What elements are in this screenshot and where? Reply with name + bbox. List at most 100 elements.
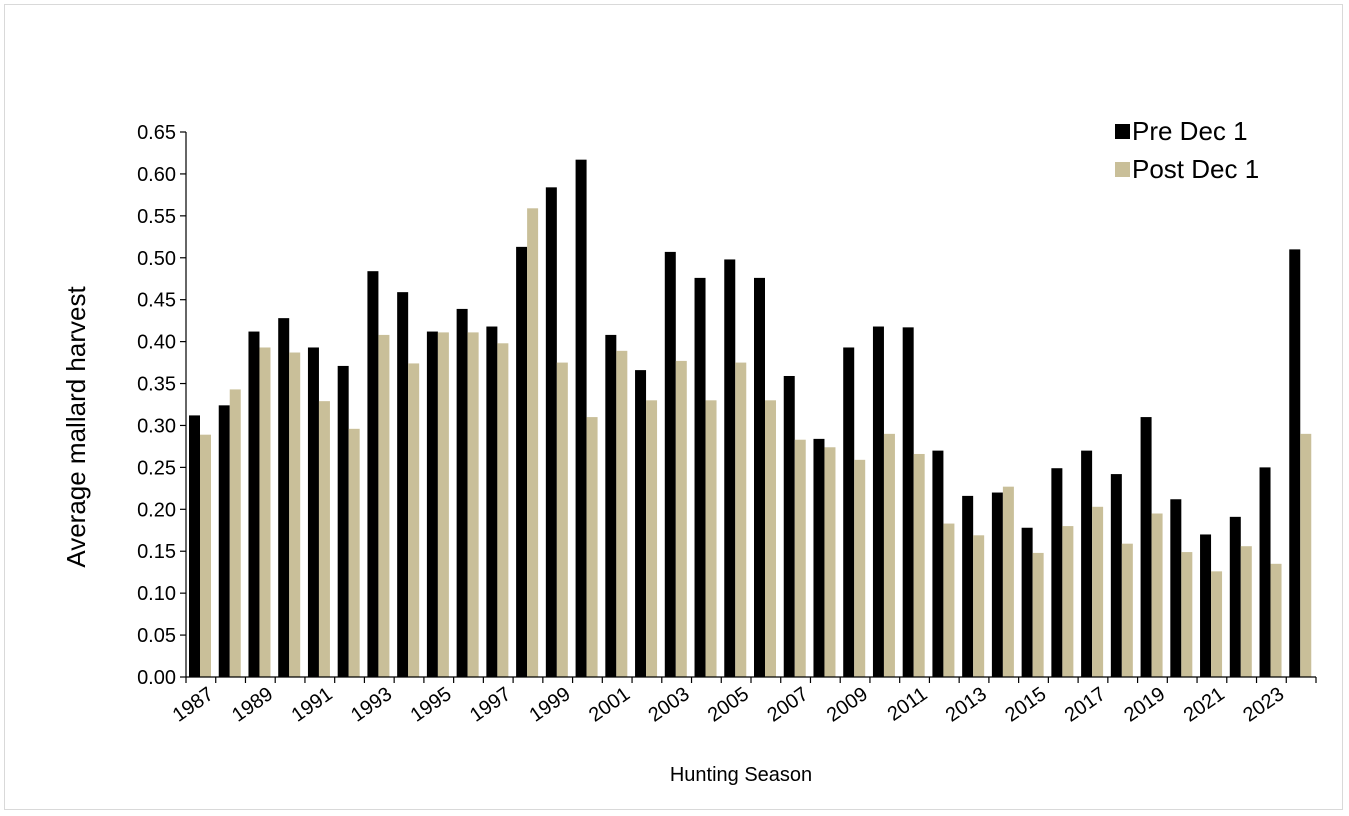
x-tick-label: 2013 bbox=[942, 683, 991, 727]
bar-pre-dec-1-2002 bbox=[635, 370, 647, 677]
bar-pre-dec-1-2004 bbox=[694, 277, 706, 677]
x-tick-label: 2011 bbox=[884, 683, 932, 726]
bar-post-dec-1-2005 bbox=[735, 362, 747, 677]
bar-pre-dec-1-2005 bbox=[724, 259, 736, 677]
x-ticks-group: 1987 1989 1991 1993 1995 1997 1999 2001 2003 2005… bbox=[169, 677, 1317, 727]
bar-pre-dec-1-2000 bbox=[575, 159, 587, 678]
bar-post-dec-1-2018 bbox=[1121, 543, 1133, 677]
bar-chart: 0.00 0.05 0.10 0.15 0.20 0.25 0.30 0.35 0.40 0.45… bbox=[61, 116, 1317, 786]
bar-pre-dec-1-2003 bbox=[664, 251, 676, 677]
bar-post-dec-1-2014 bbox=[1002, 486, 1014, 677]
bar-pre-dec-1-1987 bbox=[189, 415, 200, 677]
legend: Pre Dec 1 Post Dec 1 bbox=[1115, 116, 1259, 184]
bar-pre-dec-1-1990 bbox=[278, 318, 290, 677]
bar-post-dec-1-1997 bbox=[497, 343, 509, 677]
legend-label: Post Dec 1 bbox=[1132, 154, 1259, 184]
bar-pre-dec-1-1991 bbox=[307, 347, 319, 677]
y-tick-label: 0.00 bbox=[137, 667, 176, 689]
x-axis-title: Hunting Season bbox=[670, 764, 812, 786]
bar-pre-dec-1-2018 bbox=[1110, 474, 1122, 677]
bar-post-dec-1-2002 bbox=[646, 400, 658, 677]
bar-pre-dec-1-1988 bbox=[218, 405, 230, 677]
bar-post-dec-1-2022 bbox=[1240, 546, 1252, 677]
x-tick-label: 2009 bbox=[823, 683, 872, 727]
bar-pre-dec-1-1993 bbox=[367, 271, 379, 677]
bar-post-dec-1-2017 bbox=[1092, 506, 1104, 677]
x-tick-label: 2003 bbox=[644, 683, 693, 727]
bar-post-dec-1-2004 bbox=[705, 400, 717, 677]
x-tick-label: 1997 bbox=[466, 683, 515, 727]
bar-pre-dec-1-2016 bbox=[1051, 468, 1063, 677]
bar-pre-dec-1-2007 bbox=[783, 375, 795, 677]
bar-pre-dec-1-1995 bbox=[426, 331, 438, 677]
y-tick-label: 0.25 bbox=[137, 457, 176, 479]
y-tick-label: 0.50 bbox=[137, 248, 176, 270]
bar-pre-dec-1-2001 bbox=[605, 334, 617, 677]
y-ticks-group: 0.00 0.05 0.10 0.15 0.20 0.25 0.30 0.35 0.40 0.45… bbox=[137, 122, 186, 689]
bar-pre-dec-1-2021 bbox=[1200, 534, 1212, 677]
x-tick-label: 2005 bbox=[704, 683, 753, 727]
y-tick-label: 0.05 bbox=[137, 625, 176, 647]
bar-post-dec-1-1989 bbox=[259, 347, 271, 677]
bar-pre-dec-1-2014 bbox=[991, 492, 1003, 677]
bar-pre-dec-1-1989 bbox=[248, 331, 260, 677]
y-tick-label: 0.10 bbox=[137, 583, 176, 605]
x-tick-label: 2023 bbox=[1239, 683, 1288, 727]
bar-post-dec-1-2006 bbox=[765, 400, 776, 677]
y-tick-label: 0.65 bbox=[137, 122, 176, 144]
bar-pre-dec-1-2022 bbox=[1229, 516, 1241, 677]
bar-post-dec-1-2020 bbox=[1181, 552, 1193, 677]
y-axis-title: Average mallard harvest bbox=[61, 286, 91, 568]
bar-post-dec-1-2021 bbox=[1211, 571, 1223, 677]
bar-post-dec-1-1995 bbox=[437, 332, 449, 677]
y-tick-label: 0.15 bbox=[137, 541, 176, 563]
bar-pre-dec-1-1996 bbox=[456, 308, 468, 677]
bar-post-dec-1-2015 bbox=[1032, 552, 1044, 677]
bar-post-dec-1-2009 bbox=[854, 459, 866, 677]
x-tick-label: 1995 bbox=[407, 683, 456, 727]
bar-post-dec-1-2013 bbox=[973, 535, 985, 677]
x-tick-label: 2007 bbox=[763, 683, 812, 727]
x-tick-label: 2019 bbox=[1120, 683, 1169, 727]
bar-pre-dec-1-2009 bbox=[843, 347, 855, 677]
x-tick-label: 1987 bbox=[169, 683, 218, 727]
bar-pre-dec-1-2017 bbox=[1081, 450, 1093, 677]
x-tick-label: 1999 bbox=[525, 683, 574, 727]
bar-post-dec-1-2016 bbox=[1062, 526, 1074, 677]
bar-post-dec-1-1991 bbox=[318, 401, 330, 677]
bar-pre-dec-1-2013 bbox=[962, 495, 974, 677]
bar-pre-dec-1-1999 bbox=[545, 187, 557, 677]
y-tick-label: 0.55 bbox=[137, 206, 176, 228]
bar-pre-dec-1-1992 bbox=[337, 365, 349, 677]
bar-pre-dec-1-1997 bbox=[486, 326, 498, 677]
bar-post-dec-1-2010 bbox=[883, 433, 895, 677]
bar-post-dec-1-2001 bbox=[616, 350, 628, 677]
bars-group bbox=[189, 159, 1312, 678]
bar-post-dec-1-1988 bbox=[229, 389, 241, 677]
bar-post-dec-1-2000 bbox=[586, 417, 598, 677]
bar-post-dec-1-2019 bbox=[1151, 513, 1163, 677]
bar-post-dec-1-1999 bbox=[556, 362, 568, 677]
bar-pre-dec-1-2012 bbox=[932, 450, 944, 677]
bar-pre-dec-1-2019 bbox=[1140, 417, 1152, 677]
bar-post-dec-1-1987 bbox=[200, 434, 211, 677]
y-tick-label: 0.20 bbox=[137, 499, 176, 521]
bar-post-dec-1-1990 bbox=[289, 352, 301, 677]
bar-post-dec-1-2008 bbox=[824, 447, 836, 677]
bar-pre-dec-1-2023 bbox=[1259, 467, 1271, 677]
x-tick-label: 1989 bbox=[228, 683, 277, 727]
bar-pre-dec-1-2020 bbox=[1170, 499, 1182, 677]
legend-swatch-post-dec-1 bbox=[1115, 162, 1130, 177]
bar-pre-dec-1-2008 bbox=[813, 438, 825, 677]
bar-pre-dec-1-2015 bbox=[1021, 527, 1033, 677]
y-tick-label: 0.45 bbox=[137, 290, 176, 312]
legend-swatch-pre-dec-1 bbox=[1115, 124, 1130, 139]
x-tick-label: 1993 bbox=[347, 683, 396, 727]
bar-pre-dec-1-2006 bbox=[754, 277, 765, 677]
chart-frame: 0.00 0.05 0.10 0.15 0.20 0.25 0.30 0.35 0.40 0.45… bbox=[4, 4, 1343, 810]
y-tick-label: 0.30 bbox=[137, 415, 176, 437]
bar-post-dec-1-1996 bbox=[467, 332, 479, 677]
y-tick-label: 0.60 bbox=[137, 164, 176, 186]
bar-pre-dec-1-2010 bbox=[872, 326, 884, 677]
x-tick-label: 1991 bbox=[288, 683, 337, 727]
